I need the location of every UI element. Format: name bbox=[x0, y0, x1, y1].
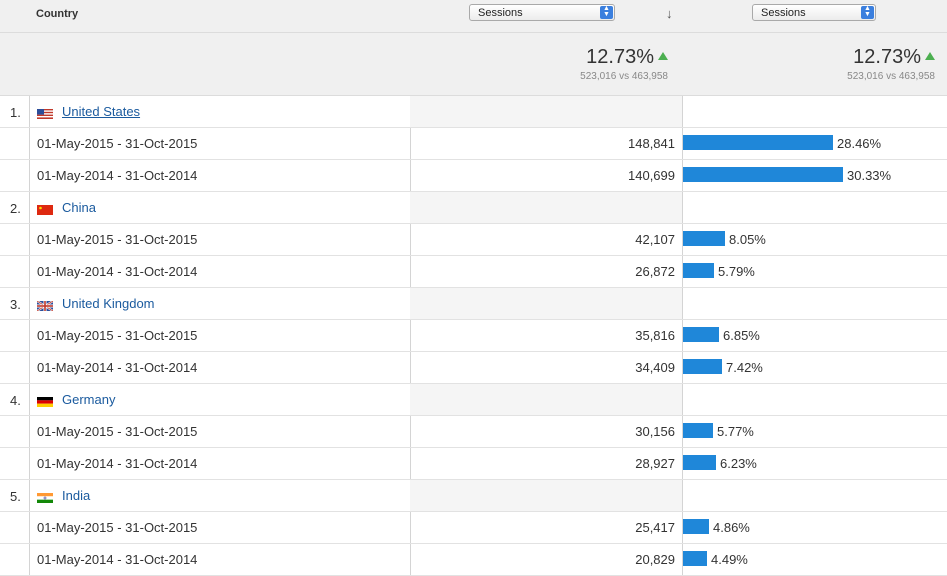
flag-cn-icon bbox=[37, 203, 53, 215]
share-percent: 30.33% bbox=[847, 168, 892, 183]
country-row: 5. India bbox=[0, 480, 947, 512]
rank-label: 5. bbox=[10, 489, 21, 504]
date-range-label: 01-May-2015 - 31-Oct-2015 bbox=[37, 424, 198, 439]
share-bar bbox=[683, 167, 843, 182]
share-percent: 28.46% bbox=[837, 136, 882, 151]
share-percent: 6.23% bbox=[720, 456, 757, 471]
sessions-value: 20,829 bbox=[635, 552, 675, 567]
share-percent: 8.05% bbox=[729, 232, 766, 247]
share-bar bbox=[683, 519, 709, 534]
share-percent: 5.79% bbox=[718, 264, 755, 279]
share-bar bbox=[683, 359, 722, 374]
country-row: 1. United States bbox=[0, 96, 947, 128]
share-bar bbox=[683, 263, 714, 278]
date-range-label: 01-May-2014 - 31-Oct-2014 bbox=[37, 552, 198, 567]
table-row: 01-May-2014 - 31-Oct-2014 34,409 7.42% bbox=[0, 352, 947, 384]
summary-percent-2: 12.73% bbox=[853, 46, 935, 69]
sessions-value: 30,156 bbox=[635, 424, 675, 439]
table-row: 01-May-2015 - 31-Oct-2015 30,156 5.77% bbox=[0, 416, 947, 448]
share-percent: 7.42% bbox=[726, 360, 763, 375]
metric-select-2-value: Sessions bbox=[761, 7, 806, 19]
table-row: 01-May-2015 - 31-Oct-2015 35,816 6.85% bbox=[0, 320, 947, 352]
table-row: 01-May-2014 - 31-Oct-2014 28,927 6.23% bbox=[0, 448, 947, 480]
country-link[interactable]: Germany bbox=[62, 392, 116, 407]
table-row: 01-May-2014 - 31-Oct-2014 26,872 5.79% bbox=[0, 256, 947, 288]
share-percent: 4.49% bbox=[711, 552, 748, 567]
share-percent: 4.86% bbox=[713, 520, 750, 535]
flag-us-icon bbox=[37, 107, 53, 119]
share-bar bbox=[683, 551, 707, 566]
flag-de-icon bbox=[37, 395, 53, 407]
country-link[interactable]: United Kingdom bbox=[62, 296, 155, 311]
date-range-label: 01-May-2015 - 31-Oct-2015 bbox=[37, 136, 198, 151]
metric-select-2[interactable]: Sessions ▲ ▼ bbox=[752, 4, 876, 21]
sessions-value: 26,872 bbox=[635, 264, 675, 279]
country-row: 3. United Kingdom bbox=[0, 288, 947, 320]
flag-in-icon bbox=[37, 491, 53, 503]
rank-label: 2. bbox=[10, 201, 21, 216]
divider bbox=[682, 0, 683, 576]
date-range-label: 01-May-2015 - 31-Oct-2015 bbox=[37, 328, 198, 343]
flag-gb-icon bbox=[36, 299, 54, 312]
sessions-value: 25,417 bbox=[635, 520, 675, 535]
sessions-value: 42,107 bbox=[635, 232, 675, 247]
date-range-label: 01-May-2015 - 31-Oct-2015 bbox=[37, 520, 198, 535]
share-bar bbox=[683, 135, 833, 150]
table-body: 1. United States 01-May-2015 - 31-Oct-2015… bbox=[0, 96, 947, 576]
sessions-value: 34,409 bbox=[635, 360, 675, 375]
metric-select-1-value: Sessions bbox=[478, 7, 523, 19]
summary-percent-1: 12.73% bbox=[586, 46, 668, 69]
table-row: 01-May-2014 - 31-Oct-2014 20,829 4.49% bbox=[0, 544, 947, 576]
share-percent: 5.77% bbox=[717, 424, 754, 439]
rank-label: 3. bbox=[10, 297, 21, 312]
table-header: Country Sessions ▲ ▼ ↓ Sessions ▲ ▼ bbox=[0, 0, 947, 33]
country-row: 2. China bbox=[0, 192, 947, 224]
table-row: 01-May-2015 - 31-Oct-2015 148,841 28.46% bbox=[0, 128, 947, 160]
date-range-label: 01-May-2014 - 31-Oct-2014 bbox=[37, 264, 198, 279]
summary-comparison-2: 523,016 vs 463,958 bbox=[847, 71, 935, 82]
share-bar bbox=[683, 455, 716, 470]
arrow-up-icon bbox=[925, 52, 935, 60]
arrow-up-icon bbox=[658, 52, 668, 60]
date-range-label: 01-May-2014 - 31-Oct-2014 bbox=[37, 168, 198, 183]
date-range-label: 01-May-2014 - 31-Oct-2014 bbox=[37, 456, 198, 471]
country-link[interactable]: United States bbox=[62, 104, 141, 119]
select-arrows-icon: ▲ ▼ bbox=[600, 5, 613, 19]
divider bbox=[29, 0, 30, 576]
table-row: 01-May-2015 - 31-Oct-2015 25,417 4.86% bbox=[0, 512, 947, 544]
country-column-header[interactable]: Country bbox=[36, 8, 79, 20]
country-row: 4. Germany bbox=[0, 384, 947, 416]
summary-row: 12.73% 523,016 vs 463,958 12.73% 523,016… bbox=[0, 33, 947, 96]
share-bar bbox=[683, 231, 725, 246]
rank-label: 4. bbox=[10, 393, 21, 408]
arrow-down-icon[interactable]: ↓ bbox=[666, 6, 673, 21]
summary-comparison-1: 523,016 vs 463,958 bbox=[580, 71, 668, 82]
share-percent: 6.85% bbox=[723, 328, 760, 343]
date-range-label: 01-May-2014 - 31-Oct-2014 bbox=[37, 360, 198, 375]
table-row: 01-May-2015 - 31-Oct-2015 42,107 8.05% bbox=[0, 224, 947, 256]
date-range-label: 01-May-2015 - 31-Oct-2015 bbox=[37, 232, 198, 247]
sessions-value: 35,816 bbox=[635, 328, 675, 343]
country-link[interactable]: India bbox=[62, 488, 91, 503]
sessions-value: 148,841 bbox=[628, 136, 675, 151]
share-bar bbox=[683, 423, 713, 438]
sessions-value: 140,699 bbox=[628, 168, 675, 183]
sessions-value: 28,927 bbox=[635, 456, 675, 471]
country-link[interactable]: China bbox=[62, 200, 96, 215]
select-arrows-icon: ▲ ▼ bbox=[861, 5, 874, 19]
share-bar bbox=[683, 327, 719, 342]
metric-select-1[interactable]: Sessions ▲ ▼ bbox=[469, 4, 615, 21]
rank-label: 1. bbox=[10, 105, 21, 120]
table-row: 01-May-2014 - 31-Oct-2014 140,699 30.33% bbox=[0, 160, 947, 192]
